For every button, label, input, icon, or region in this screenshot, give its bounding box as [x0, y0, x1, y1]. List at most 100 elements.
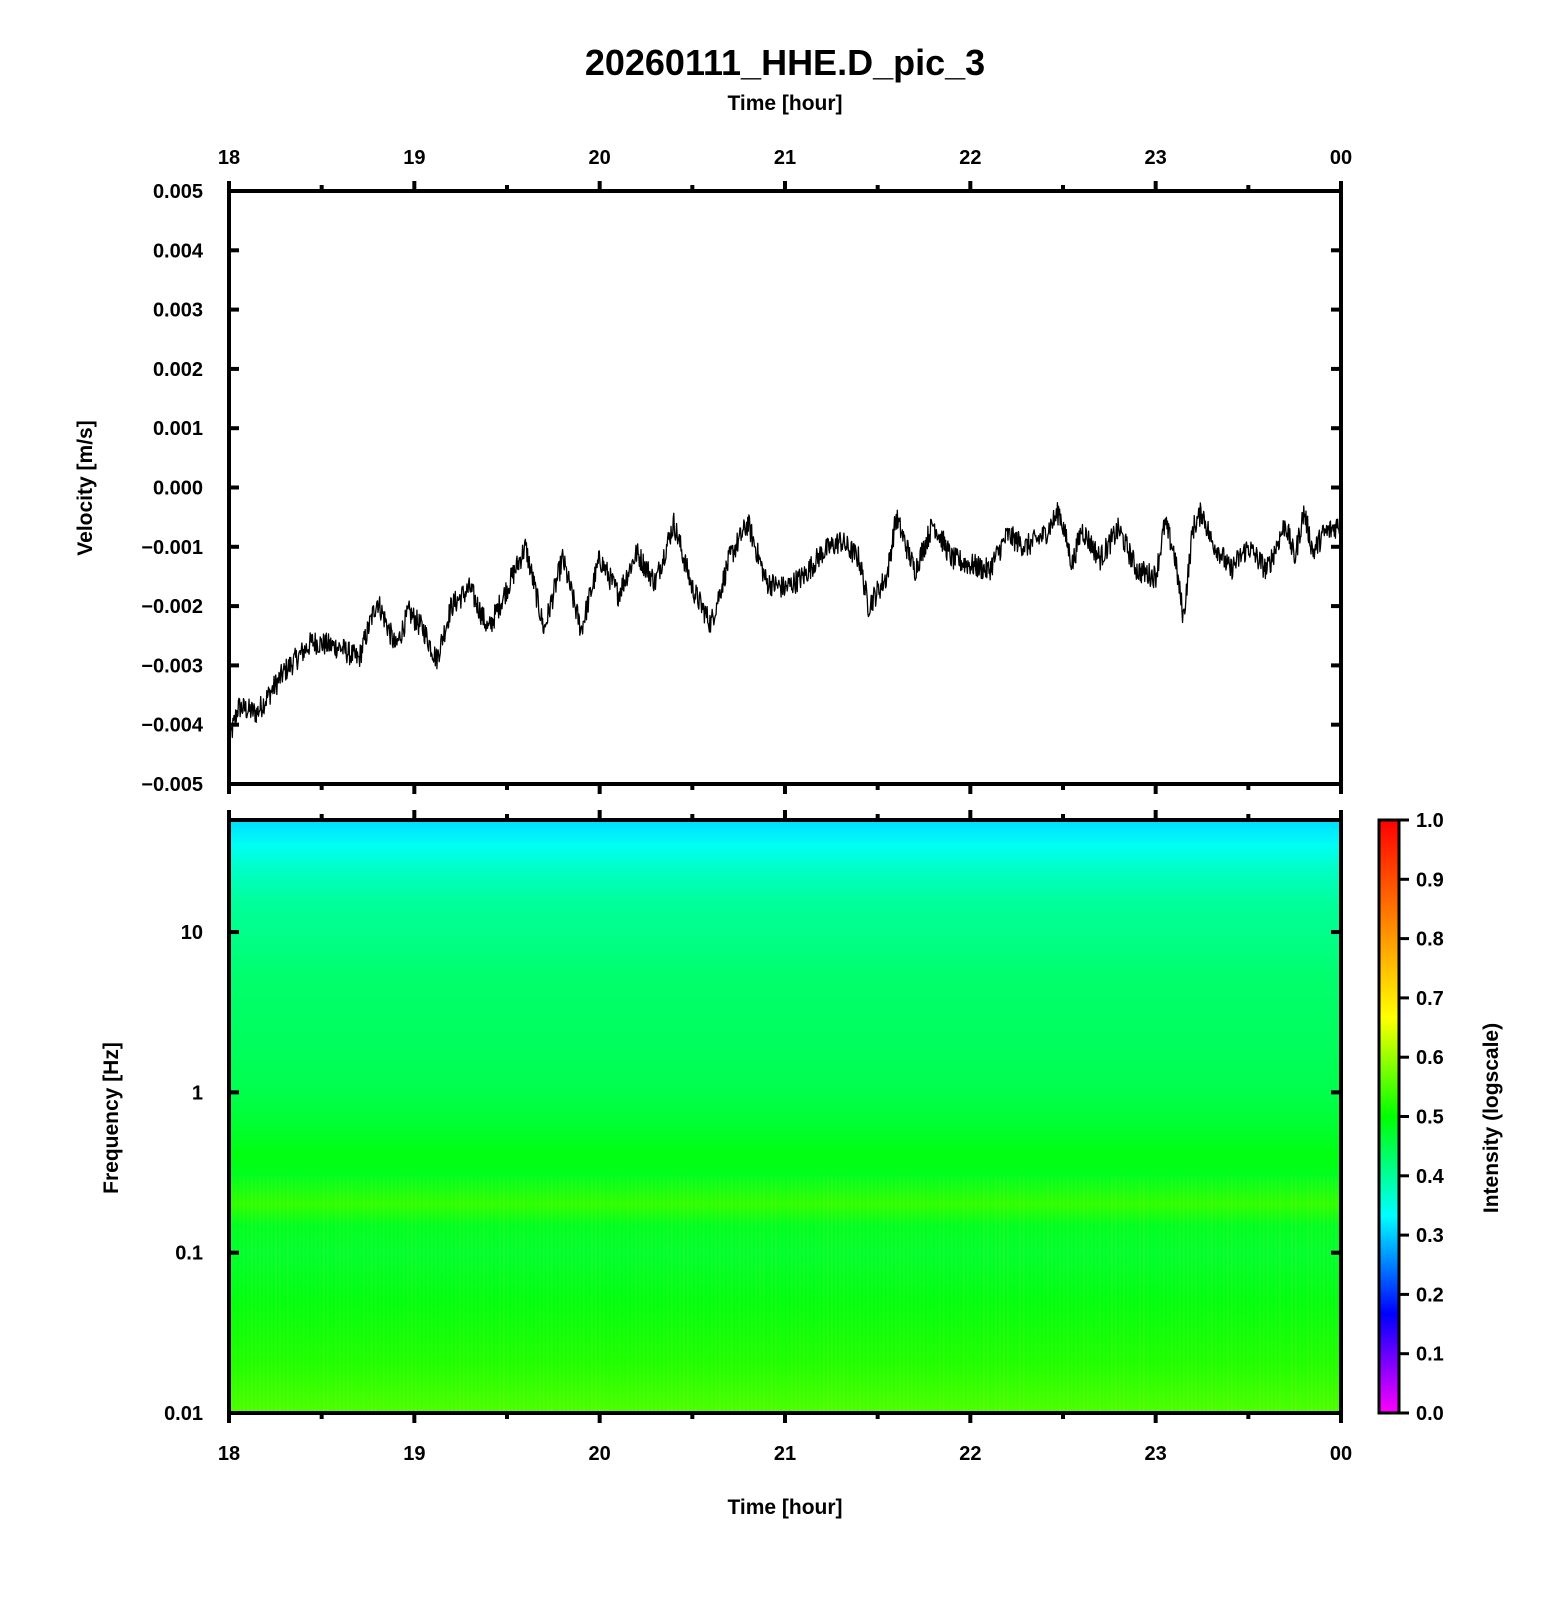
spectrogram-stripe [239, 1176, 241, 1413]
colorbar-tick-label: 0.4 [1416, 1166, 1445, 1188]
spectrogram-stripe [819, 1176, 821, 1413]
velocity-plot: 18 19 20 21 22 23 00 0.005 0.004 0.003 0.002 0.001… [74, 147, 1352, 796]
spectrogram-stripe [1283, 1176, 1285, 1413]
velocity-y-tick-label: 0.001 [153, 418, 203, 440]
velocity-y-tick-label: 0.003 [153, 300, 203, 322]
spectrogram-stripe [315, 1176, 317, 1413]
spectrogram-stripe [695, 1176, 697, 1413]
spectrogram-plot: 18 19 20 21 22 23 00 10 1 0.1 0.01 Frequency [Hz]… [100, 810, 1352, 1519]
velocity-y-axis-label: Velocity [m/s] [74, 420, 97, 555]
spectrogram-stripe [287, 1176, 289, 1413]
spectrogram-stripe [959, 1176, 961, 1413]
spectrogram-stripe [1251, 1176, 1253, 1413]
velocity-y-tick-label: 0.004 [153, 240, 204, 262]
spectrogram-stripe [515, 1176, 517, 1413]
spectrogram-stripe [419, 1176, 421, 1413]
spectrogram-stripe [1143, 1176, 1145, 1413]
spectrogram-stripe [927, 1176, 929, 1413]
spectrogram-stripe [1215, 1176, 1217, 1413]
spectrogram-stripe [1023, 1176, 1025, 1413]
spectrogram-stripe [931, 1176, 933, 1413]
spectrogram-stripe [319, 1176, 321, 1413]
spectrogram-stripe [559, 1176, 561, 1413]
spectrogram-stripe [775, 1176, 777, 1413]
spectrogram-stripe [1075, 1176, 1077, 1413]
spectrogram-stripe [1007, 1176, 1009, 1413]
spectrogram-stripe [843, 1176, 845, 1413]
spectrogram-stripe [1031, 1176, 1033, 1413]
frequency-y-tick-label: 0.01 [164, 1403, 203, 1425]
spectrogram-stripe [1183, 1176, 1185, 1413]
spectrogram-stripe [507, 1176, 509, 1413]
spectrogram-stripe [599, 1176, 601, 1413]
spectrogram-stripe [611, 1176, 613, 1413]
spectrogram-stripe [235, 1176, 237, 1413]
spectrogram-stripe [1295, 1176, 1297, 1413]
colorbar-tick-label: 0.9 [1416, 869, 1444, 891]
spectrogram-stripe [967, 1176, 969, 1413]
spectrogram-stripe [919, 1176, 921, 1413]
spectrogram-stripe [623, 1176, 625, 1413]
spectrogram-stripe [831, 1176, 833, 1413]
spectrogram-stripe [759, 1176, 761, 1413]
spectrogram-stripe [471, 1176, 473, 1413]
spectrogram-stripe [455, 1176, 457, 1413]
spectrogram-stripe [431, 1176, 433, 1413]
spectrogram-stripe [1127, 1176, 1129, 1413]
spectrogram-stripe [851, 1176, 853, 1413]
spectrogram-stripe [667, 1176, 669, 1413]
spectrogram-stripe [355, 1176, 357, 1413]
spectrogram-stripe [767, 1176, 769, 1413]
spectrogram-stripe [447, 1176, 449, 1413]
colorbar-tick-label: 1.0 [1416, 810, 1444, 832]
spectrogram-stripe [1067, 1176, 1069, 1413]
spectrogram-stripe [871, 1176, 873, 1413]
spectrogram-stripe [363, 1176, 365, 1413]
spectrogram-stripe [1087, 1176, 1089, 1413]
frequency-y-axis-label: Frequency [Hz] [100, 1042, 123, 1194]
spectrogram-stripe [1035, 1176, 1037, 1413]
spectrogram-stripe [679, 1176, 681, 1413]
spectrogram-stripe [859, 1176, 861, 1413]
frequency-y-tick-label: 1 [192, 1082, 203, 1104]
spectrogram-stripe [295, 1176, 297, 1413]
colorbar-gradient [1377, 818, 1401, 1415]
spectrogram-stripe [787, 1176, 789, 1413]
spectrogram-x-tick-label: 21 [774, 1443, 796, 1465]
spectrogram-stripe [607, 1176, 609, 1413]
spectrogram-stripe [751, 1176, 753, 1413]
spectrogram-stripe [947, 1176, 949, 1413]
spectrogram-stripe [415, 1176, 417, 1413]
colorbar-tick-label: 0.2 [1416, 1284, 1444, 1306]
spectrogram-stripe [659, 1176, 661, 1413]
spectrogram-stripe [1147, 1176, 1149, 1413]
spectrogram-stripe [1151, 1176, 1153, 1413]
spectrogram-stripe [555, 1176, 557, 1413]
spectrogram-stripe [231, 1176, 233, 1413]
spectrogram-stripe [1119, 1176, 1121, 1413]
spectrogram-stripe [803, 1176, 805, 1413]
spectrogram-stripe [847, 1176, 849, 1413]
spectrogram-stripe [1211, 1176, 1213, 1413]
spectrogram-stripe [743, 1176, 745, 1413]
spectrogram-stripe [1279, 1176, 1281, 1413]
spectrogram-stripe [703, 1176, 705, 1413]
spectrogram-stripe [911, 1176, 913, 1413]
spectrogram-stripe [255, 1176, 257, 1413]
spectrogram-stripe [327, 1176, 329, 1413]
spectrogram-stripe [839, 1176, 841, 1413]
spectrogram-stripe [423, 1176, 425, 1413]
colorbar-tick-label: 0.0 [1416, 1403, 1444, 1425]
spectrogram-stripe [479, 1176, 481, 1413]
spectrogram-stripe [519, 1176, 521, 1413]
spectrogram-stripe [1187, 1176, 1189, 1413]
spectrogram-stripe [687, 1176, 689, 1413]
spectrogram-stripe [855, 1176, 857, 1413]
spectrogram-stripe [491, 1176, 493, 1413]
spectrogram-stripe [971, 1176, 973, 1413]
spectrogram-stripe [1195, 1176, 1197, 1413]
bottom-x-axis-label: Time [hour] [727, 1496, 842, 1519]
spectrogram-stripe [1079, 1176, 1081, 1413]
spectrogram-stripe [1071, 1176, 1073, 1413]
